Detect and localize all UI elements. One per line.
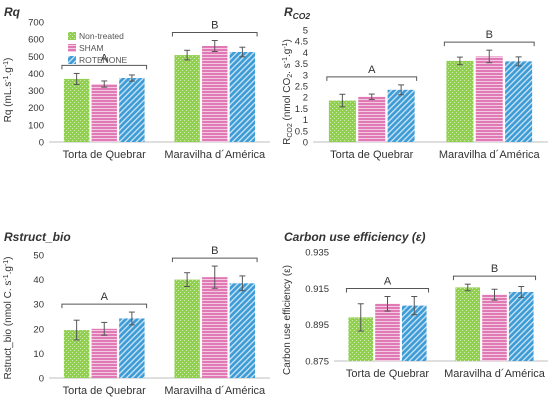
plot-area: 0 100 200 300 400 500 600 700 A Torta de Quebrar B… [28,18,270,161]
y-axis-label: Rstruct_bio (nmol C. s-1.g-1) [3,256,14,379]
x-tick-label: Torta de Quebrar [346,368,429,380]
y-tick-label: 0.875 [305,357,329,368]
y-tick-label: 0 [39,374,44,385]
plot-area: 0 10 20 30 40 50 A Torta de Quebrar B Maravilha d… [33,245,270,397]
bar-sham [202,46,228,142]
y-tick-label: 0 [39,138,44,149]
bar-rotenone [505,61,533,142]
group-letter: B [211,20,218,32]
y-tick-label: 0.935 [305,248,329,259]
x-tick-label: Maravilha d´América [164,149,266,161]
bar-sham [358,96,386,142]
plot-area: 0.875 0.895 0.915 0.935 A Torta de Quebrar B Ma… [305,248,548,380]
x-tick-label: Torta de Quebrar [330,149,413,161]
chart-carbon-use-efficiency: Carbon use efficiency (ε) Carbon use eff… [282,230,548,380]
y-tick-label: 0.915 [305,284,329,295]
chart-rco2: RCO2 RCO2 (nmol CO2. s-1.g-1) 00.511.522… [282,5,548,161]
y-tick-label: 100 [28,120,44,131]
y-axis-label: Carbon use efficiency (ε) [282,265,293,375]
y-tick-label: 2 [303,93,308,104]
y-tick-label: 1 [303,115,308,126]
y-tick-label: 1.5 [295,104,308,115]
significance-bracket [345,288,430,293]
y-tick-label: 0.895 [305,320,329,331]
bar-non-treated [446,60,474,142]
bar-non-treated [63,78,90,142]
bar-rotenone [229,52,256,142]
group-letter: B [211,245,218,257]
y-axis-label: Rq (mL.s-1.g-1) [3,58,14,123]
chart-title: Rstruct_bio [4,230,71,244]
bar-rotenone [119,78,145,142]
bar-rotenone [387,89,415,142]
legend-swatch-rotenone [68,56,76,64]
group-letter: A [368,64,376,76]
y-tick-label: 4 [303,48,308,59]
y-tick-label: 0.5 [295,126,308,137]
bar-rotenone [508,291,534,361]
significance-bracket [171,32,258,37]
bar-sham [375,303,400,361]
legend-label-non-treated: Non-treated [79,31,124,41]
y-tick-label: 500 [28,52,44,63]
significance-bracket [452,275,537,281]
bar-sham [475,56,503,142]
x-tick-label: Torta de Quebrar [63,149,146,161]
group-letter: A [384,276,392,288]
legend-swatch-non-treated [68,32,76,40]
significance-bracket [443,41,535,47]
y-axis-label: RCO2 (nmol CO2. s-1.g-1) [282,39,294,145]
bar-sham [202,277,228,378]
y-tick-label: 200 [28,103,44,114]
chart-rq: Rq Rq (mL.s-1.g-1) 0 100 200 300 400 500 600 70… [3,5,270,161]
legend-swatch-sham [68,44,76,52]
y-tick-label: 300 [28,86,44,97]
group-letter: B [486,29,493,41]
chart-title: RCO2 [284,5,310,21]
bar-sham [482,294,507,361]
y-tick-label: 5 [303,26,308,37]
x-tick-label: Maravilha d´América [444,368,546,380]
bar-sham [91,84,117,142]
legend: Non-treated SHAM ROTENONE [68,31,128,65]
group-letter: B [491,263,498,275]
bar-non-treated [328,100,356,142]
plot-area: 00.511.522.533.544.55 A Torta de Quebrar B M… [295,26,548,161]
bar-non-treated [174,55,200,143]
y-tick-label: 0 [303,138,308,149]
bar-non-treated [174,279,200,378]
y-tick-label: 30 [33,300,44,311]
significance-bracket [326,76,418,81]
group-letter: A [101,52,109,64]
bar-non-treated [455,287,481,361]
y-tick-label: 40 [33,275,44,286]
x-tick-label: Maravilha d´América [439,149,541,161]
chart-title: Carbon use efficiency (ε) [284,230,426,244]
bar-sham [91,328,117,378]
legend-label-rotenone: ROTENONE [79,55,128,65]
bar-rotenone [119,318,145,378]
y-tick-label: 400 [28,69,44,80]
group-letter: A [101,291,109,303]
y-tick-label: 600 [28,35,44,46]
significance-bracket [61,303,148,309]
y-tick-label: 4.5 [295,37,308,48]
y-tick-label: 3 [303,70,308,81]
x-tick-label: Maravilha d´América [164,385,266,397]
bar-rotenone [229,283,256,378]
y-tick-label: 10 [33,349,44,360]
chart-title: Rq [4,5,21,19]
significance-bracket [61,64,148,70]
y-tick-label: 3.5 [295,59,308,70]
y-tick-label: 20 [33,324,44,335]
y-tick-label: 50 [33,251,44,262]
chart-rstruct-bio: Rstruct_bio Rstruct_bio (nmol C. s-1.g-1… [3,230,270,397]
y-tick-label: 700 [28,18,44,29]
x-tick-label: Torta de Quebrar [63,385,146,397]
legend-label-sham: SHAM [79,43,104,53]
significance-bracket [171,257,258,263]
y-tick-label: 2.5 [295,82,308,93]
